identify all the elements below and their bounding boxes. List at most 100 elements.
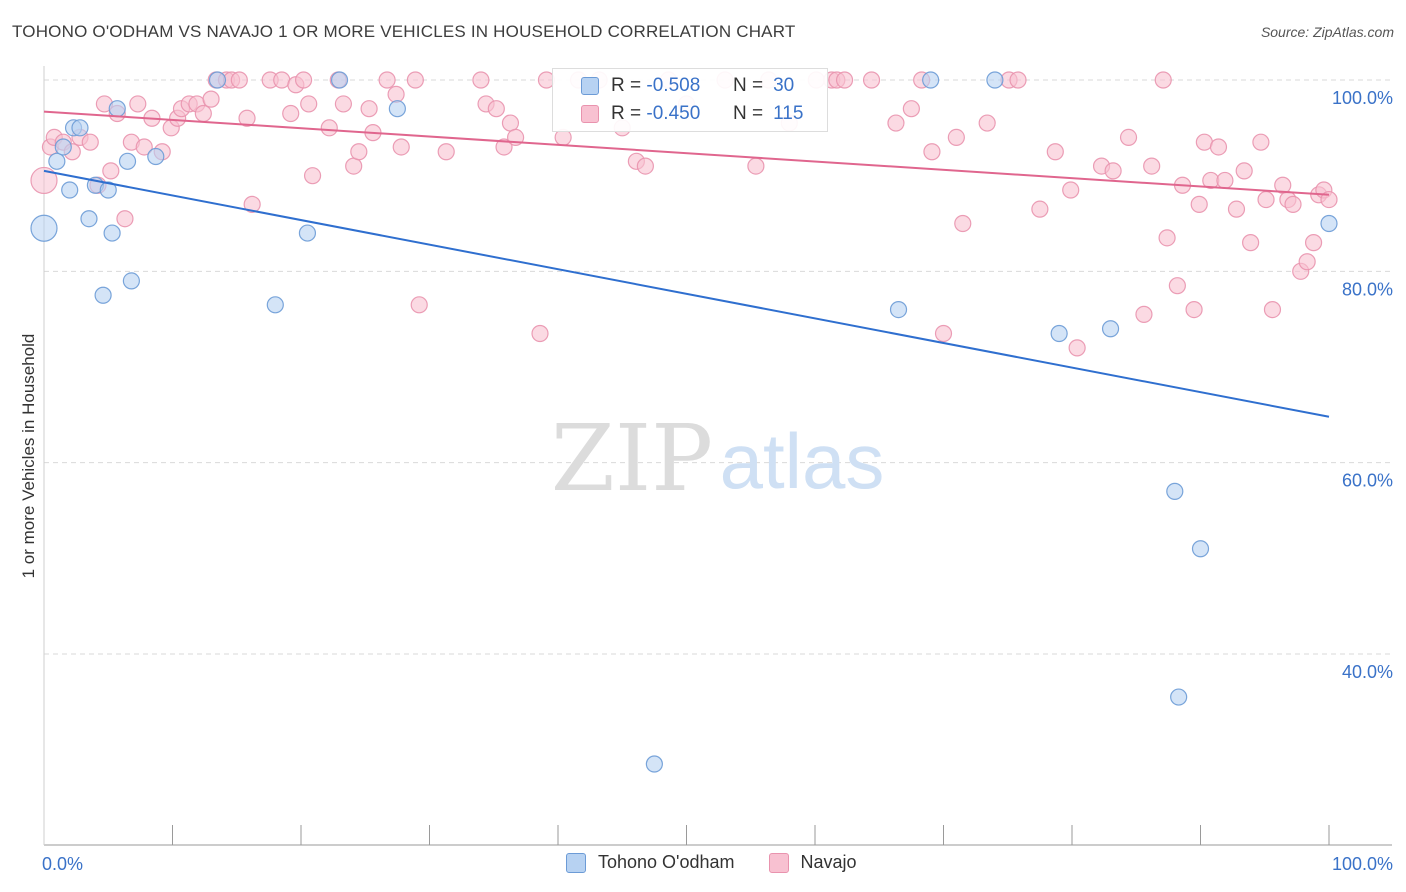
navajo-point[interactable]	[282, 104, 300, 123]
tohono-point[interactable]	[48, 152, 66, 170]
stats-legend-row-tohono: R = -0.508 N = 30	[553, 72, 794, 100]
navajo-point[interactable]	[1068, 339, 1086, 357]
navajo-point[interactable]	[81, 133, 99, 151]
tohono-point[interactable]	[889, 301, 908, 319]
navajo-point[interactable]	[902, 100, 920, 118]
navajo-point[interactable]	[1154, 71, 1172, 89]
tohono-point[interactable]	[54, 138, 72, 156]
navajo-point[interactable]	[1168, 277, 1186, 295]
navajo-point[interactable]	[501, 114, 520, 132]
navajo-point[interactable]	[472, 71, 490, 89]
navajo-point[interactable]	[116, 210, 134, 228]
navajo-point[interactable]	[334, 95, 353, 113]
navajo-point[interactable]	[531, 324, 549, 343]
navajo-point[interactable]	[1304, 234, 1323, 252]
tohono-point[interactable]	[108, 100, 126, 118]
navajo-point[interactable]	[360, 100, 378, 118]
navajo-point[interactable]	[1257, 190, 1275, 209]
navajo-point[interactable]	[1252, 133, 1270, 151]
navajo-point[interactable]	[636, 157, 654, 175]
navajo-point[interactable]	[300, 95, 318, 113]
navajo-point[interactable]	[230, 71, 248, 89]
tohono-point[interactable]	[99, 181, 117, 199]
navajo-point[interactable]	[954, 214, 972, 233]
navajo-point[interactable]	[1031, 200, 1049, 218]
navajo-point[interactable]	[978, 114, 996, 132]
tohono-point[interactable]	[1170, 688, 1188, 706]
tohono-point[interactable]	[71, 119, 89, 137]
navajo-point[interactable]	[1320, 190, 1338, 209]
tohono-point[interactable]	[94, 286, 112, 304]
tohono-point[interactable]	[147, 147, 165, 166]
navajo-point[interactable]	[345, 157, 363, 175]
tohono-point[interactable]	[103, 224, 121, 242]
tohono-point[interactable]	[645, 755, 663, 773]
navajo-point[interactable]	[238, 109, 256, 127]
navajo-point[interactable]	[30, 166, 58, 195]
tohono-point[interactable]	[80, 210, 98, 228]
navajo-point[interactable]	[194, 104, 212, 123]
tohono-point[interactable]	[1101, 320, 1120, 338]
navajo-point[interactable]	[934, 324, 953, 343]
navajo-point[interactable]	[378, 71, 396, 89]
tohono-point[interactable]	[30, 214, 58, 242]
navajo-point[interactable]	[1158, 229, 1176, 247]
navajo-point[interactable]	[320, 119, 338, 137]
navajo-point[interactable]	[1209, 138, 1228, 156]
navajo-point[interactable]	[487, 100, 505, 118]
tohono-point[interactable]	[922, 71, 940, 89]
navajo-point[interactable]	[392, 138, 410, 156]
navajo-point[interactable]	[294, 71, 313, 89]
navajo-point[interactable]	[1143, 157, 1161, 175]
navajo-point[interactable]	[135, 138, 153, 156]
navajo-point[interactable]	[129, 95, 147, 113]
navajo-point[interactable]	[437, 143, 455, 161]
tohono-point[interactable]	[1166, 482, 1184, 500]
navajo-point[interactable]	[1216, 171, 1234, 190]
navajo-point[interactable]	[406, 71, 424, 89]
navajo-point[interactable]	[1046, 143, 1064, 161]
navajo-point[interactable]	[1298, 253, 1316, 271]
navajo-point[interactable]	[102, 162, 120, 180]
navajo-point[interactable]	[1235, 162, 1253, 180]
tohono-point[interactable]	[61, 181, 79, 199]
navajo-point[interactable]	[387, 85, 405, 103]
tohono-point[interactable]	[1050, 324, 1068, 343]
navajo-point[interactable]	[923, 143, 941, 161]
points-layer	[30, 71, 1338, 773]
tohono-point[interactable]	[266, 296, 284, 314]
navajo-point[interactable]	[350, 143, 368, 161]
navajo-point[interactable]	[495, 138, 513, 156]
tohono-point[interactable]	[1191, 540, 1210, 558]
tohono-point[interactable]	[330, 71, 349, 89]
tohono-point[interactable]	[1320, 214, 1338, 233]
navajo-point[interactable]	[243, 195, 261, 213]
navajo-point[interactable]	[410, 296, 428, 314]
tohono-point[interactable]	[118, 152, 137, 170]
navajo-point[interactable]	[1104, 162, 1122, 180]
navajo-point[interactable]	[1062, 181, 1080, 199]
navajo-point[interactable]	[1009, 71, 1027, 89]
navajo-point[interactable]	[747, 157, 765, 175]
navajo-point[interactable]	[1242, 234, 1260, 252]
navajo-point[interactable]	[303, 167, 322, 185]
tohono-point[interactable]	[208, 71, 227, 89]
navajo-point[interactable]	[1185, 301, 1203, 319]
navajo-point[interactable]	[1190, 195, 1208, 213]
tohono-point[interactable]	[298, 224, 317, 242]
navajo-point[interactable]	[1284, 195, 1302, 213]
navajo-point[interactable]	[1227, 200, 1246, 218]
tohono-point[interactable]	[388, 100, 406, 118]
navajo-point[interactable]	[1263, 301, 1282, 319]
navajo-point[interactable]	[1119, 128, 1138, 146]
navajo-point[interactable]	[947, 128, 965, 146]
navajo-point[interactable]	[862, 71, 881, 89]
navajo-point[interactable]	[202, 90, 220, 108]
tohono-point[interactable]	[986, 71, 1004, 89]
navajo-point[interactable]	[1135, 305, 1153, 323]
legend-item-tohono[interactable]: Tohono O'odham	[566, 852, 735, 873]
tohono-point[interactable]	[122, 272, 140, 290]
navajo-point[interactable]	[835, 71, 854, 89]
legend-item-navajo[interactable]: Navajo	[768, 852, 857, 873]
navajo-point[interactable]	[887, 114, 905, 132]
